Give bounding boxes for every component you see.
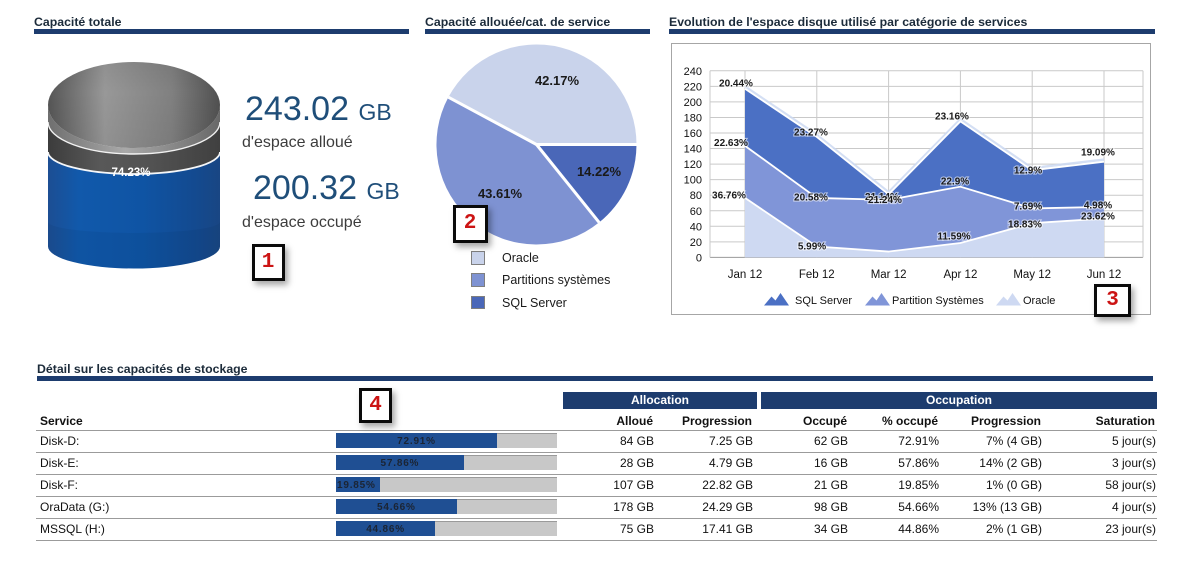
svg-text:7.69%: 7.69% — [1014, 202, 1042, 213]
svg-text:0: 0 — [696, 252, 702, 264]
svg-text:22.63%: 22.63% — [714, 138, 748, 149]
svg-text:Mar 12: Mar 12 — [871, 269, 907, 281]
svg-text:11.59%: 11.59% — [937, 232, 970, 243]
svg-text:Oracle: Oracle — [1023, 295, 1055, 307]
svg-text:Jun 12: Jun 12 — [1087, 269, 1122, 281]
svg-text:18.83%: 18.83% — [1008, 220, 1042, 231]
svg-text:42.17%: 42.17% — [535, 73, 580, 88]
svg-text:19.09%: 19.09% — [1081, 148, 1115, 159]
svg-text:23.16%: 23.16% — [935, 112, 969, 123]
svg-text:May 12: May 12 — [1013, 269, 1051, 281]
svg-text:4.98%: 4.98% — [1084, 201, 1112, 212]
svg-text:36.76%: 36.76% — [712, 191, 746, 202]
svg-text:21.14%: 21.14% — [865, 192, 899, 203]
svg-text:12.9%: 12.9% — [1014, 166, 1042, 177]
svg-text:100: 100 — [684, 175, 702, 187]
svg-text:20.44%: 20.44% — [719, 79, 753, 90]
svg-text:Partition Systèmes: Partition Systèmes — [892, 295, 984, 307]
svg-text:40: 40 — [690, 221, 702, 233]
svg-text:240: 240 — [684, 66, 702, 78]
svg-text:5.99%: 5.99% — [798, 242, 826, 253]
svg-text:20: 20 — [690, 237, 702, 249]
svg-text:160: 160 — [684, 128, 702, 140]
svg-text:22.9%: 22.9% — [941, 177, 969, 188]
svg-text:Apr 12: Apr 12 — [943, 269, 977, 281]
svg-text:60: 60 — [690, 206, 702, 218]
svg-text:14.22%: 14.22% — [577, 164, 622, 179]
svg-text:21.24%: 21.24% — [868, 195, 902, 206]
svg-text:80: 80 — [690, 190, 702, 202]
svg-text:74.23%: 74.23% — [111, 167, 150, 179]
svg-text:220: 220 — [684, 81, 702, 93]
svg-text:43.61%: 43.61% — [478, 186, 523, 201]
svg-text:23.27%: 23.27% — [794, 128, 828, 139]
svg-text:SQL Server: SQL Server — [795, 295, 852, 307]
svg-text:180: 180 — [684, 112, 702, 124]
svg-text:20.58%: 20.58% — [794, 193, 828, 204]
svg-text:Jan 12: Jan 12 — [728, 269, 763, 281]
svg-text:200: 200 — [684, 97, 702, 109]
svg-text:140: 140 — [684, 144, 702, 156]
svg-text:23.62%: 23.62% — [1081, 212, 1115, 223]
svg-text:Feb 12: Feb 12 — [799, 269, 835, 281]
svg-text:120: 120 — [684, 159, 702, 171]
